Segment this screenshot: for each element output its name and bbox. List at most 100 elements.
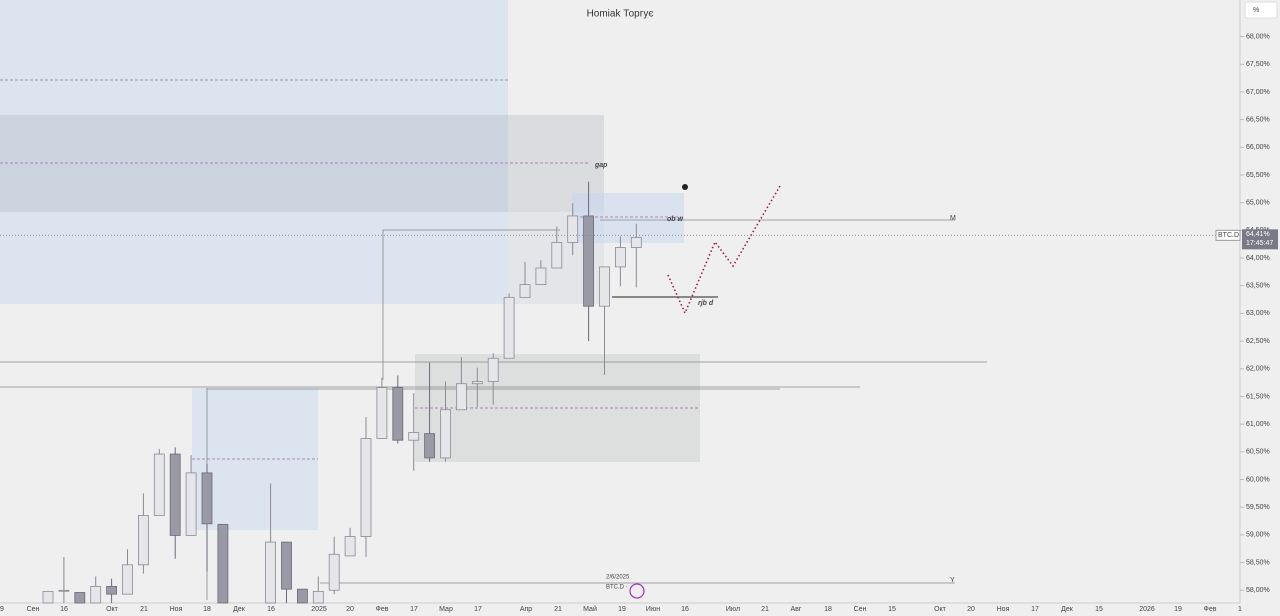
y-tick-label: 61,00% <box>1246 421 1270 428</box>
x-tick-label: Дек <box>1061 606 1074 613</box>
candle-body <box>615 247 626 268</box>
scale-button[interactable] <box>1244 1 1278 19</box>
countdown-label: 17:45:47 <box>1246 240 1273 247</box>
x-tick-label: 17 <box>474 606 482 613</box>
x-tick-label: 21 <box>554 606 562 613</box>
chart-title: Homiak Торгує <box>587 9 654 20</box>
candle-body <box>344 536 356 557</box>
candle-body <box>106 585 117 595</box>
candle-body <box>58 589 70 592</box>
x-tick-label: 20 <box>346 606 354 613</box>
candle-body <box>487 357 499 382</box>
x-tick-label: 2026 <box>1139 606 1155 613</box>
x-tick-label: 21 <box>761 606 769 613</box>
x-tick-label: 19 <box>1174 606 1182 613</box>
x-tick-label: Июн <box>646 606 660 613</box>
x-tick-label: Ноя <box>170 606 183 613</box>
x-tick-label: Фев <box>376 606 389 613</box>
candle-body <box>583 215 594 307</box>
candle-body <box>455 383 467 411</box>
marker <box>682 184 688 190</box>
candle-body <box>265 541 277 604</box>
candle-body <box>535 267 547 286</box>
candle-body <box>424 433 436 459</box>
x-tick-label: Сен <box>27 606 40 613</box>
x-tick-label: 16 <box>60 606 68 613</box>
x-tick-label: Май <box>583 605 597 613</box>
x-tick-label: 15 <box>1095 606 1103 613</box>
x-tick-label: 19 <box>618 606 626 613</box>
y-tick-label: 58,00% <box>1246 587 1270 594</box>
y-tick-label: 67,00% <box>1246 89 1270 96</box>
x-tick-label: 9 <box>0 606 4 613</box>
y-tick-label: 62,00% <box>1246 366 1270 373</box>
x-tick-label: Мар <box>439 606 453 613</box>
y-tick-label: 63,00% <box>1246 310 1270 317</box>
candle-body <box>519 284 531 298</box>
candle-body <box>281 541 292 590</box>
y-tick-label: 66,50% <box>1246 116 1270 123</box>
x-tick-label: Июл <box>726 606 740 613</box>
x-tick-label: 18 <box>203 606 211 613</box>
candle-body <box>630 237 642 248</box>
candle-body <box>312 590 324 604</box>
symbol-tag <box>1215 229 1241 241</box>
x-tick-label: Окт <box>106 606 119 613</box>
x-tick-label: Дек <box>233 606 246 613</box>
x-tick-label: 20 <box>967 606 975 613</box>
x-tick-label: 2025 <box>311 606 327 613</box>
candle-body <box>42 590 54 604</box>
candle-body <box>376 387 388 439</box>
y-tick-label: 68,00% <box>1246 33 1270 40</box>
annotation: BTC.D · <box>606 585 628 591</box>
candle-body <box>185 472 197 536</box>
candle-body <box>169 453 181 536</box>
candle-body <box>551 242 563 269</box>
y-tick-label: 65,50% <box>1246 172 1270 179</box>
x-tick-label: Апр <box>520 606 532 613</box>
candle-body <box>328 553 340 591</box>
candle-body <box>217 523 229 604</box>
annotation: Y <box>950 577 955 584</box>
x-tick-label: 21 <box>140 606 148 613</box>
candle-body <box>137 515 149 566</box>
candle-body <box>296 588 308 604</box>
candle-body <box>122 564 133 595</box>
annotation: M <box>950 215 956 222</box>
candle-body <box>471 381 483 385</box>
candle-body <box>408 432 420 441</box>
y-tick-label: 59,00% <box>1246 532 1270 539</box>
candle-body <box>360 438 372 537</box>
candle-body <box>90 585 102 604</box>
x-tick-label: Авг <box>791 606 802 613</box>
y-tick-label: 61,50% <box>1246 393 1270 400</box>
annotation: ob w <box>667 216 683 223</box>
x-tick-label: 15 <box>888 606 896 613</box>
annotation: rjb d <box>698 300 714 307</box>
candle-body <box>503 296 515 359</box>
x-tick-label: Окт <box>934 606 947 613</box>
candle-body <box>599 266 610 307</box>
zone <box>0 115 604 212</box>
price-tag <box>1242 229 1278 250</box>
price-label: 64,41% <box>1246 231 1270 238</box>
zone <box>0 0 508 304</box>
symbol-label: BTC.D <box>1218 232 1239 239</box>
y-tick-label: 60,00% <box>1246 476 1270 483</box>
annotation: gap <box>594 162 608 169</box>
y-tick-label: 58,50% <box>1246 559 1270 566</box>
x-tick-label: Сен <box>854 606 867 613</box>
x-tick-label: 17 <box>1031 606 1039 613</box>
x-tick-label: 17 <box>410 606 418 613</box>
y-tick-label: 65,00% <box>1246 200 1270 207</box>
candle-body <box>74 592 86 604</box>
scale-button-label[interactable]: % <box>1253 7 1259 14</box>
candle-body <box>153 453 165 516</box>
y-tick-label: 60,50% <box>1246 449 1270 456</box>
y-tick-label: 67,50% <box>1246 61 1270 68</box>
x-tick-label: 1 <box>1238 606 1242 613</box>
candle-body <box>567 215 579 243</box>
y-tick-label: 59,50% <box>1246 504 1270 511</box>
y-tick-label: 66,00% <box>1246 144 1270 151</box>
